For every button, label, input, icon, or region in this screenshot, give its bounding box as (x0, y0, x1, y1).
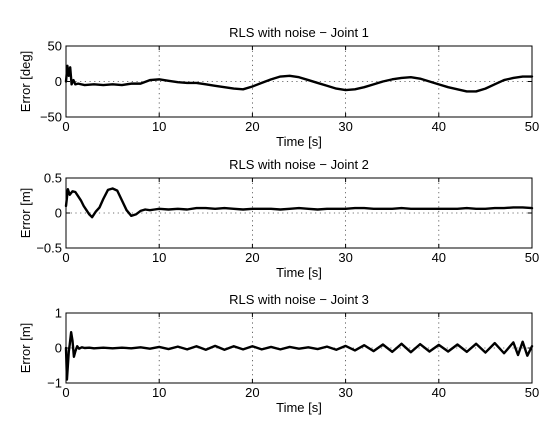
joint-3-y-tick-label-1: 0 (55, 341, 62, 356)
joint-2-x-tick-label-5: 50 (525, 250, 539, 265)
joint-1-y-tick-label-1: 0 (55, 74, 62, 89)
joint-3-series-line-0 (64, 331, 534, 381)
joint-2-x-tick-label-2: 20 (245, 250, 259, 265)
joint-3-x-tick-label-2: 20 (245, 385, 259, 400)
joint-2-x-axis-label: Time [s] (276, 265, 322, 280)
joint-2-series-line-0 (64, 187, 534, 219)
joint-2-x-tick-label-3: 30 (338, 250, 352, 265)
joint-3-y-axis-label: Error [m] (18, 323, 33, 374)
joint-1-x-tick-label-1: 10 (152, 119, 166, 134)
joint-2-x-tick-label-4: 40 (432, 250, 446, 265)
joint-2-y-tick-label-0: 0.5 (44, 171, 62, 186)
joint-1-x-tick-label-4: 40 (432, 119, 446, 134)
joint-3-x-tick-label-4: 40 (432, 385, 446, 400)
joint-1-x-tick-label-3: 30 (338, 119, 352, 134)
joint-2-x-tick-label-1: 10 (152, 250, 166, 265)
joint-1-chart-title: RLS with noise − Joint 1 (229, 25, 369, 40)
joint-1-y-axis-label: Error [deg] (18, 51, 33, 112)
joint-3-x-tick-label-1: 10 (152, 385, 166, 400)
joint-3-x-tick-label-0: 0 (62, 385, 69, 400)
joint-1-x-axis-label: Time [s] (276, 134, 322, 149)
joint-3-x-tick-label-5: 50 (525, 385, 539, 400)
joint-1-series-line-0 (64, 64, 534, 93)
joint-2-y-tick-label-2: −0.5 (36, 241, 62, 256)
joint-3-x-tick-label-3: 30 (338, 385, 352, 400)
joint-1-x-tick-label-2: 20 (245, 119, 259, 134)
joint-3-chart-title: RLS with noise − Joint 3 (229, 292, 369, 307)
joint-1-plot-frame (65, 45, 533, 118)
joint-1-y-tick-label-0: 50 (48, 39, 62, 54)
joint-3-y-tick-label-2: −1 (47, 376, 62, 391)
joint-1-y-tick-label-2: −50 (40, 110, 62, 125)
joint-1-x-tick-label-5: 50 (525, 119, 539, 134)
joint-2-y-tick-label-1: 0 (55, 206, 62, 221)
joint-2-x-tick-label-0: 0 (62, 250, 69, 265)
joint-3-x-axis-label: Time [s] (276, 400, 322, 415)
joint-2-chart-title: RLS with noise − Joint 2 (229, 157, 369, 172)
joint-3-y-tick-label-0: 1 (55, 306, 62, 321)
joint-1-x-tick-label-0: 0 (62, 119, 69, 134)
joint-2-y-axis-label: Error [m] (18, 188, 33, 239)
